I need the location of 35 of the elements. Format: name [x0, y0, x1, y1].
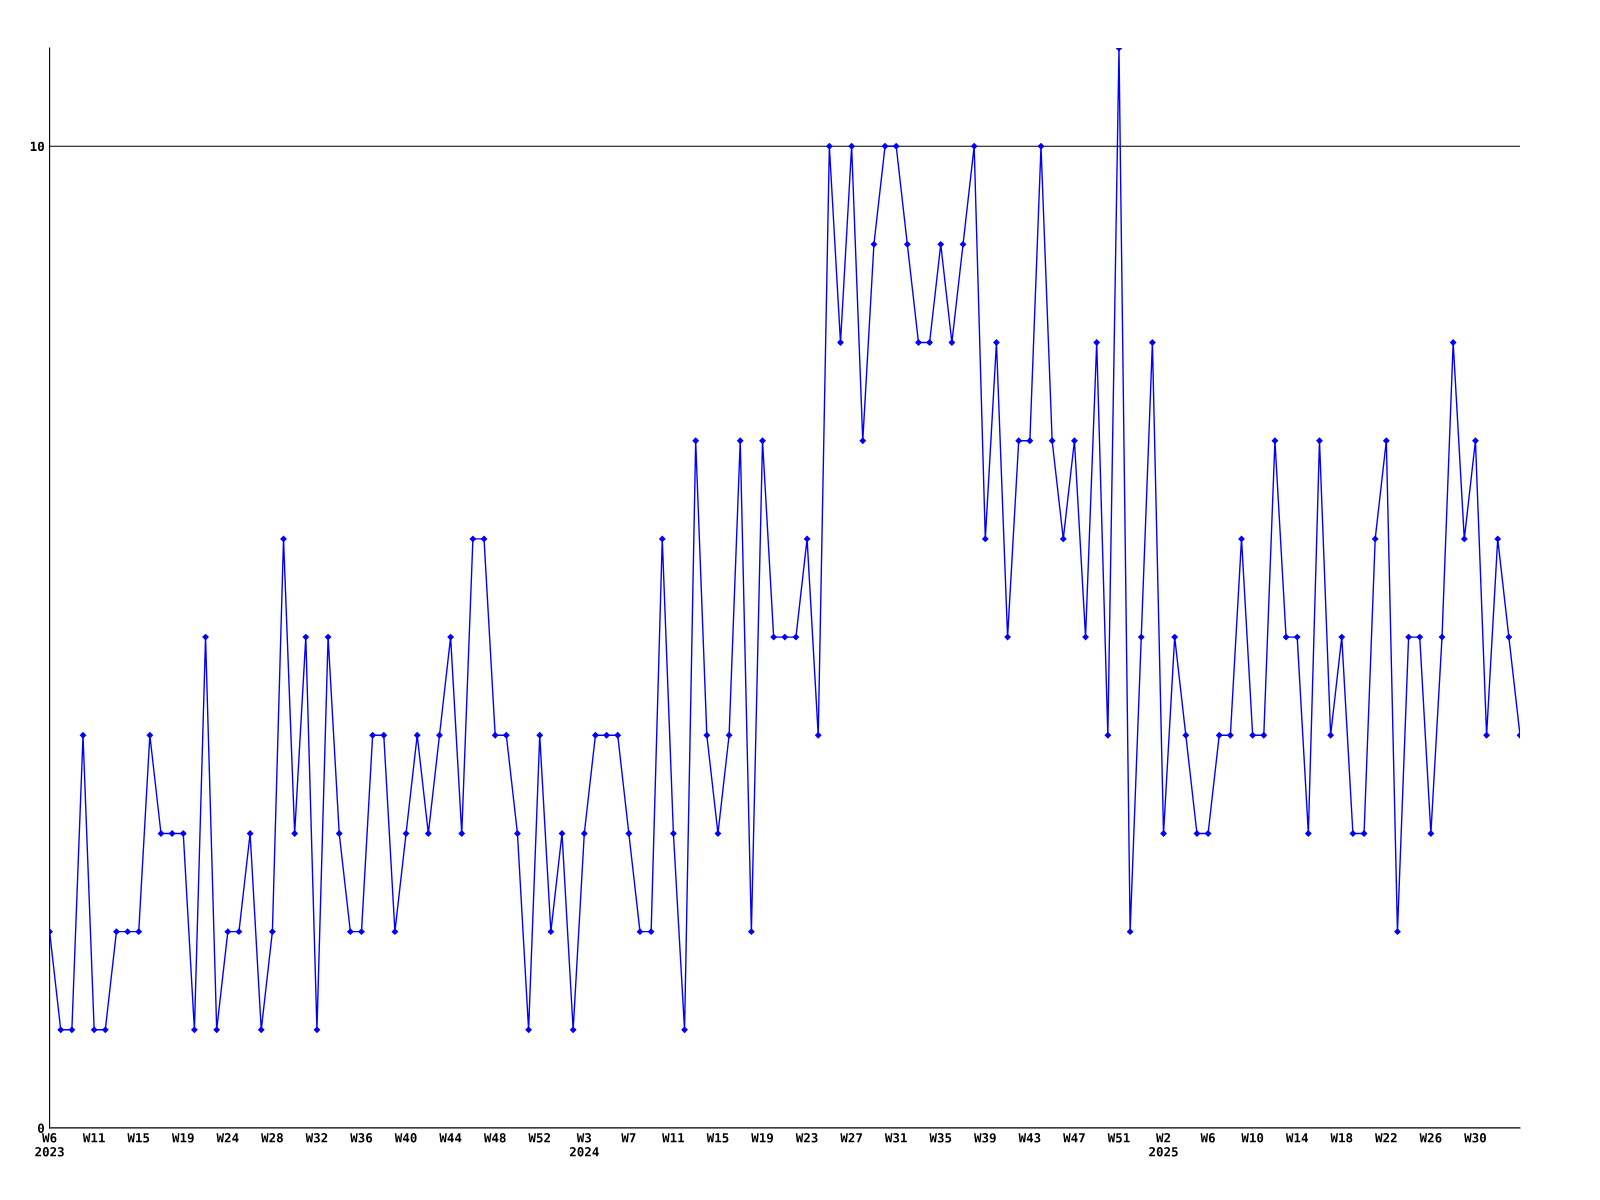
x-tick-label: W52 — [528, 1133, 550, 1143]
x-tick-label: W15 — [127, 1133, 150, 1143]
x-tick-label: W11 — [82, 1133, 105, 1143]
x-tick-label: W39 — [974, 1133, 996, 1143]
x-tick-label: W27 — [840, 1133, 862, 1143]
x-tick-label: W44 — [439, 1133, 462, 1143]
x-tick-label: W47 — [1063, 1133, 1085, 1143]
x-tick-label: W43 — [1018, 1133, 1041, 1143]
x-tick-label: W11 — [662, 1133, 685, 1143]
x-tick-label: W22 — [1375, 1133, 1397, 1143]
x-tick-label: W6 2023 — [35, 1133, 64, 1157]
x-tick-label: W31 — [884, 1133, 907, 1143]
y-tick-label: 0 — [37, 1123, 44, 1133]
x-tick-label: W14 — [1285, 1133, 1308, 1143]
x-tick-label: W24 — [216, 1133, 239, 1143]
x-tick-label: W23 — [795, 1133, 818, 1143]
x-tick-label: W19 — [171, 1133, 194, 1143]
x-tick-label: W28 — [261, 1133, 283, 1143]
x-tick-label: W2 2025 — [1149, 1133, 1178, 1157]
x-tick-label: W30 — [1464, 1133, 1486, 1143]
x-tick-label: W18 — [1330, 1133, 1353, 1143]
x-tick-label: W10 — [1241, 1133, 1264, 1143]
x-tick-label: W32 — [305, 1133, 328, 1143]
x-tick-label: W51 — [1107, 1133, 1130, 1143]
x-tick-label: W6 — [1200, 1133, 1215, 1143]
x-tick-label: W19 — [751, 1133, 774, 1143]
x-tick-label: W36 — [350, 1133, 373, 1143]
x-tick-label: W48 — [483, 1133, 506, 1143]
y-tick-label: 10 — [30, 141, 44, 152]
x-tick-label: W26 — [1419, 1133, 1442, 1143]
x-tick-label: W3 2024 — [569, 1133, 599, 1157]
x-tick-label: W35 — [929, 1133, 952, 1143]
x-tick-label: W7 — [621, 1133, 636, 1143]
x-tick-label: W40 — [394, 1133, 417, 1143]
x-tick-label: W15 — [706, 1133, 729, 1143]
